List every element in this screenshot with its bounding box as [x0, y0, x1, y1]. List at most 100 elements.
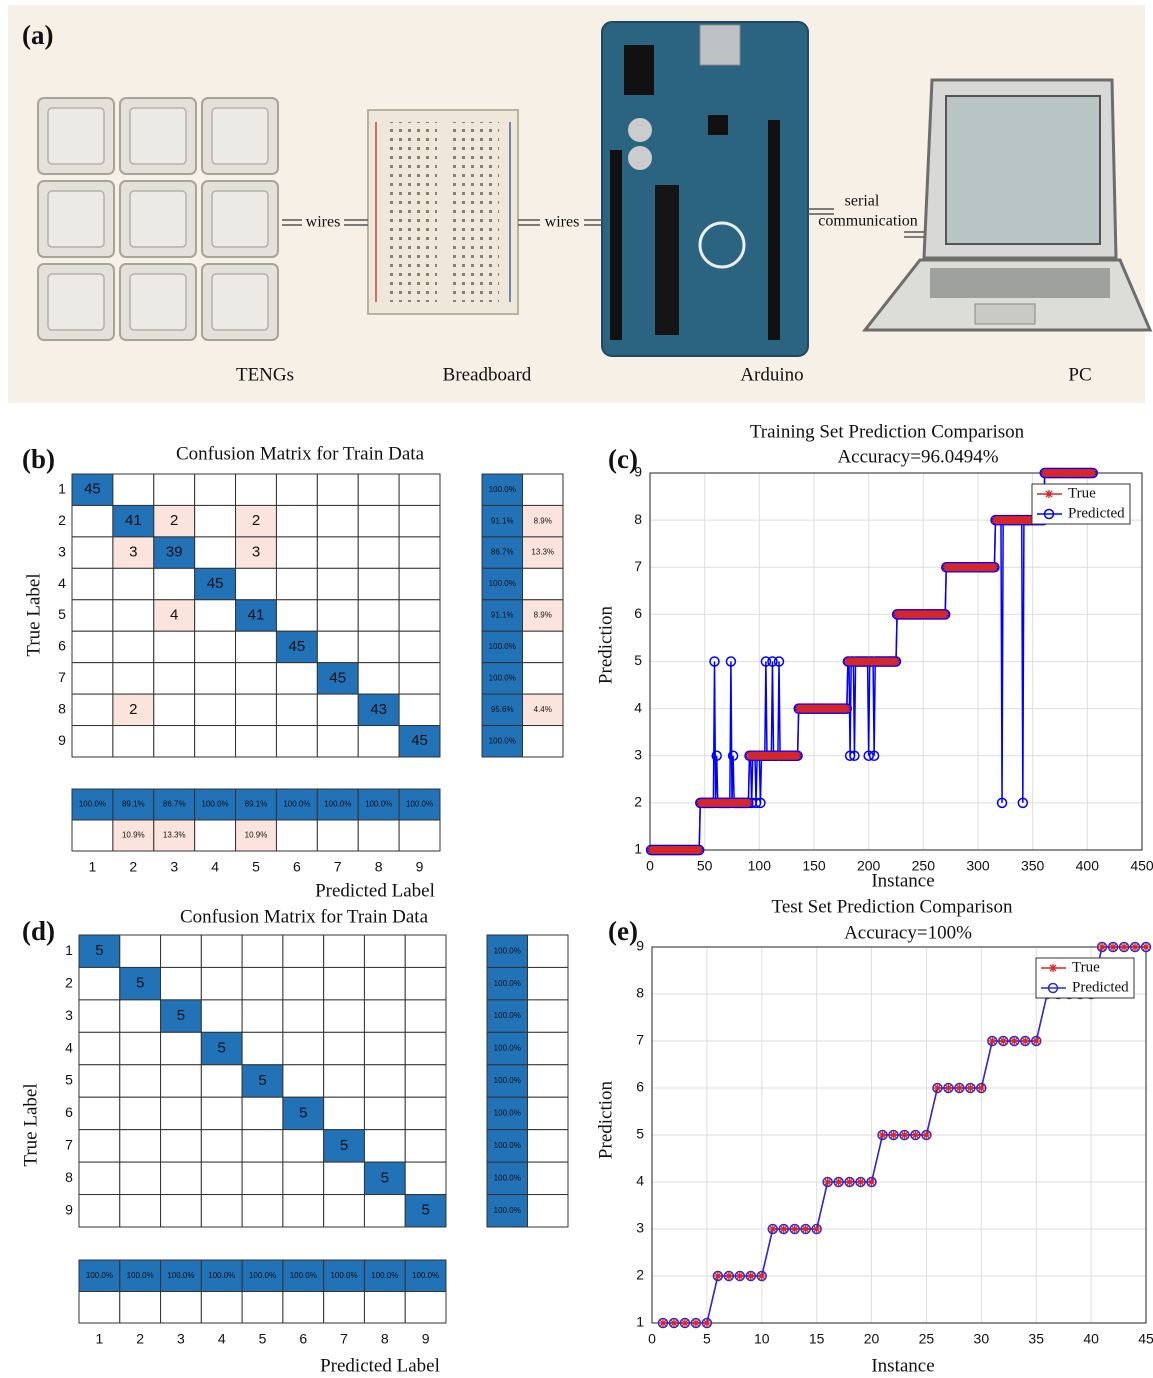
row-summary — [523, 726, 564, 757]
matrix-cell — [195, 600, 236, 631]
matrix-cell — [405, 1162, 446, 1194]
legend-label: True — [1072, 959, 1100, 975]
marker — [1032, 1037, 1040, 1045]
row-tick-label: 9 — [65, 1201, 73, 1217]
matrix-cell — [236, 568, 277, 599]
column-summary-label: 86.7% — [163, 800, 186, 809]
row-summary-label: 100.0% — [494, 1076, 521, 1085]
column-tick-label: 1 — [89, 859, 97, 875]
marker — [990, 563, 998, 571]
matrix-cell — [283, 1130, 324, 1162]
x-tick-label: 50 — [697, 858, 713, 874]
y-tick-label: 8 — [636, 985, 644, 1001]
figure: (a) wires wires serial communication TEN… — [0, 0, 1153, 1378]
matrix-cell — [161, 1032, 202, 1064]
y-tick-label: 5 — [634, 652, 642, 668]
matrix-cell — [154, 568, 195, 599]
column-summary — [79, 1292, 120, 1324]
column-summary-label: 100.0% — [283, 800, 310, 809]
matrix-cell-label: 5 — [258, 1072, 266, 1089]
row-summary-label: 8.9% — [534, 611, 552, 620]
column-summary-label: 100.0% — [79, 800, 106, 809]
x-tick-label: 45 — [1138, 1331, 1153, 1347]
matrix-cell-label: 5 — [218, 1040, 226, 1057]
marker — [758, 1272, 766, 1280]
row-summary-label: 100.0% — [494, 1173, 521, 1182]
matrix-cell-label: 4 — [170, 606, 178, 623]
matrix-cell — [276, 505, 317, 536]
row-summary-label: 100.0% — [494, 1206, 521, 1215]
panel-a: (a) wires wires serial communication TEN… — [8, 5, 1150, 403]
row-tick-label: 7 — [58, 669, 66, 685]
column-summary — [242, 1292, 283, 1324]
matrix-cell — [113, 726, 154, 757]
row-tick-label: 6 — [58, 638, 66, 654]
matrix-cell — [324, 1032, 365, 1064]
marker — [681, 1319, 689, 1327]
matrix-cell — [113, 474, 154, 505]
y-tick-label: 5 — [636, 1126, 644, 1142]
matrix-cell-label: 45 — [411, 732, 428, 749]
matrix-cell — [317, 568, 358, 599]
matrix-cell-label: 5 — [340, 1137, 348, 1154]
column-summary-label: 100.0% — [249, 1271, 276, 1280]
row-tick-label: 5 — [58, 606, 66, 622]
matrix-cell — [358, 600, 399, 631]
y-tick-label: 8 — [634, 511, 642, 527]
matrix-cell — [72, 694, 113, 725]
matrix-cell — [195, 505, 236, 536]
column-summary — [120, 1292, 161, 1324]
matrix-cell — [195, 663, 236, 694]
column-summary-label: 10.9% — [122, 831, 145, 840]
column-summary — [324, 1292, 365, 1324]
matrix-cell — [236, 726, 277, 757]
matrix-cell — [324, 1195, 365, 1227]
marker — [944, 1084, 952, 1092]
matrix-cell — [358, 474, 399, 505]
x-tick-label: 40 — [1083, 1331, 1099, 1347]
y-tick-label: 4 — [634, 699, 642, 715]
matrix-cell — [364, 1000, 405, 1032]
x-tick-label: 20 — [864, 1331, 880, 1347]
matrix-cell — [399, 568, 440, 599]
matrix-cell-label: 41 — [125, 512, 142, 529]
row-summary-label: 86.7% — [491, 548, 514, 557]
marker — [868, 1178, 876, 1186]
row-summary-label: 13.3% — [531, 548, 554, 557]
matrix-cell — [161, 1065, 202, 1097]
x-tick-label: 150 — [802, 858, 826, 874]
column-tick-label: 3 — [177, 1331, 185, 1347]
y-tick-label: 2 — [636, 1267, 644, 1283]
row-tick-label: 1 — [58, 480, 66, 496]
row-summary — [528, 1000, 569, 1032]
row-tick-label: 3 — [58, 543, 66, 559]
matrix-cell — [201, 1195, 242, 1227]
matrix-cell — [242, 1130, 283, 1162]
x-tick-label: 350 — [1021, 858, 1045, 874]
row-tick-label: 3 — [65, 1007, 73, 1023]
marker — [659, 1319, 667, 1327]
row-summary — [528, 1032, 569, 1064]
matrix-cell — [317, 631, 358, 662]
component-label: Arduino — [740, 364, 803, 385]
row-summary-label: 100.0% — [489, 579, 516, 588]
row-tick-label: 2 — [65, 974, 73, 990]
x-tick-label: 15 — [809, 1331, 825, 1347]
marker — [769, 1225, 777, 1233]
column-tick-label: 5 — [259, 1331, 267, 1347]
y-axis-label: True Label — [23, 573, 44, 656]
column-summary — [201, 1292, 242, 1324]
matrix-cell-label: 5 — [136, 975, 144, 992]
column-summary — [405, 1292, 446, 1324]
chart-subtitle: Accuracy=96.0494% — [837, 446, 998, 467]
y-tick-label: 6 — [636, 1079, 644, 1095]
marker — [890, 1131, 898, 1139]
matrix-cell — [358, 726, 399, 757]
matrix-cell — [72, 568, 113, 599]
row-tick-label: 1 — [65, 942, 73, 958]
row-summary-label: 100.0% — [494, 1109, 521, 1118]
marker — [692, 1319, 700, 1327]
column-summary-label: 100.0% — [406, 800, 433, 809]
matrix-cell — [276, 694, 317, 725]
matrix-cell — [317, 726, 358, 757]
